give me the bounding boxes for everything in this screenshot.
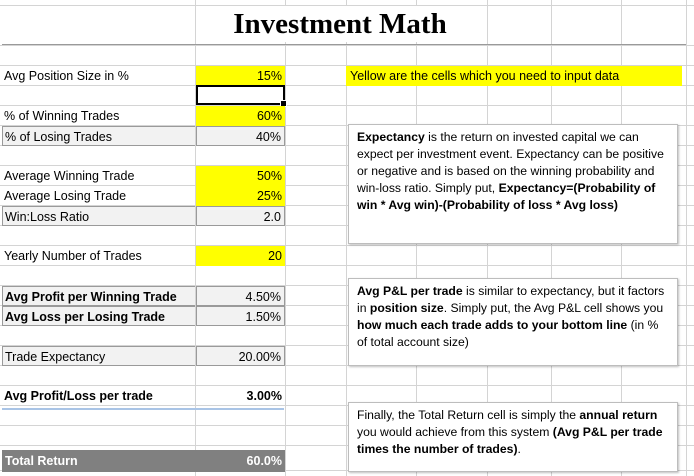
total-return-label: Total Return: [2, 450, 195, 472]
expectancy-textbox[interactable]: Expectancy is the return on invested cap…: [348, 124, 678, 244]
avg-loss-lose-label: Avg Loss per Losing Trade: [2, 306, 195, 326]
gridline: [0, 365, 694, 366]
avg-position-size-label: Avg Position Size in %: [4, 69, 129, 83]
yearly-trades-input[interactable]: 20: [196, 246, 285, 266]
total-return-value[interactable]: 60.0%: [195, 450, 285, 472]
avg-pl-term: Avg P&L per trade: [357, 284, 463, 298]
title-underline: [2, 44, 686, 45]
gridline: [0, 345, 694, 346]
trade-expectancy-label: Trade Expectancy: [2, 346, 195, 366]
total-return-desc: Finally, the Total Return cell is simply…: [357, 408, 580, 422]
avg-winning-label: Average Winning Trade: [4, 169, 135, 183]
position-size-term: position size: [369, 301, 444, 315]
win-loss-value[interactable]: 2.0: [196, 206, 285, 226]
gridline: [0, 425, 694, 426]
avg-winning-input[interactable]: 50%: [196, 166, 285, 186]
gridline: [0, 385, 694, 386]
gridline: [0, 205, 694, 206]
selected-cell[interactable]: [196, 85, 287, 107]
gridline: [0, 265, 694, 266]
avg-profit-win-label: Avg Profit per Winning Trade: [2, 286, 195, 306]
total-return-desc-2: you would achieve from this system: [357, 425, 553, 439]
total-return-formula: (Avg P&L per trade times the number of t…: [357, 425, 663, 456]
avg-pl-desc: is similar to expectancy, but it factors…: [357, 284, 665, 315]
bottom-line-term: how much each trade adds to your bottom …: [357, 318, 628, 332]
gridline: [686, 0, 687, 476]
pct-winning-input[interactable]: 60%: [196, 106, 285, 126]
input-note: Yellow are the cells which you need to i…: [346, 66, 682, 86]
total-return-desc-3: .: [517, 442, 521, 456]
gridline: [0, 185, 694, 186]
gridline: [0, 285, 694, 286]
gridline: [195, 0, 196, 476]
avg-losing-label: Average Losing Trade: [4, 189, 127, 203]
avg-loss-lose-value[interactable]: 1.50%: [196, 306, 285, 326]
avg-pl-underline: [2, 408, 284, 410]
gridline: [346, 0, 347, 476]
total-return-textbox[interactable]: Finally, the Total Return cell is simply…: [348, 402, 678, 472]
gridline: [0, 145, 694, 146]
trade-expectancy-value[interactable]: 20.00%: [196, 346, 285, 366]
pct-losing-label: % of Losing Trades: [2, 126, 195, 146]
gridline: [0, 45, 694, 46]
expectancy-desc: is the return on invested capital we can…: [357, 130, 664, 195]
gridline: [285, 0, 286, 476]
avg-pl-label: Avg Profit/Loss per trade: [4, 389, 153, 403]
gridline: [0, 325, 694, 326]
gridline: [0, 245, 694, 246]
gridline: [0, 65, 694, 66]
pct-winning-label: % of Winning Trades: [4, 109, 120, 123]
gridline: [0, 225, 694, 226]
expectancy-formula: Expectancy=(Probability of win * Avg win…: [357, 181, 656, 212]
avg-pl-value[interactable]: 3.00%: [246, 389, 282, 403]
gridline: [0, 125, 694, 126]
expectancy-term: Expectancy: [357, 130, 425, 144]
yearly-trades-label: Yearly Number of Trades: [4, 249, 142, 263]
avg-pl-textbox[interactable]: Avg P&L per trade is similar to expectan…: [348, 278, 678, 366]
avg-losing-input[interactable]: 25%: [196, 186, 285, 206]
gridline: [0, 470, 694, 471]
gridline: [0, 445, 694, 446]
avg-profit-win-value[interactable]: 4.50%: [196, 286, 285, 306]
pct-losing-value[interactable]: 40%: [196, 126, 285, 146]
annual-return-term: annual return: [579, 408, 658, 422]
gridline: [0, 5, 694, 6]
gridline: [0, 305, 694, 306]
gridline: [0, 105, 694, 106]
page-title: Investment Math: [196, 6, 484, 42]
avg-pl-desc-2: . Simply put, the Avg P&L cell shows you: [443, 301, 664, 315]
avg-pl-desc-3: (in % of total account size): [357, 318, 659, 349]
gridline: [0, 405, 694, 406]
gridline: [0, 165, 694, 166]
avg-position-size-input[interactable]: 15%: [196, 66, 285, 86]
win-loss-label: Win:Loss Ratio: [2, 206, 195, 226]
